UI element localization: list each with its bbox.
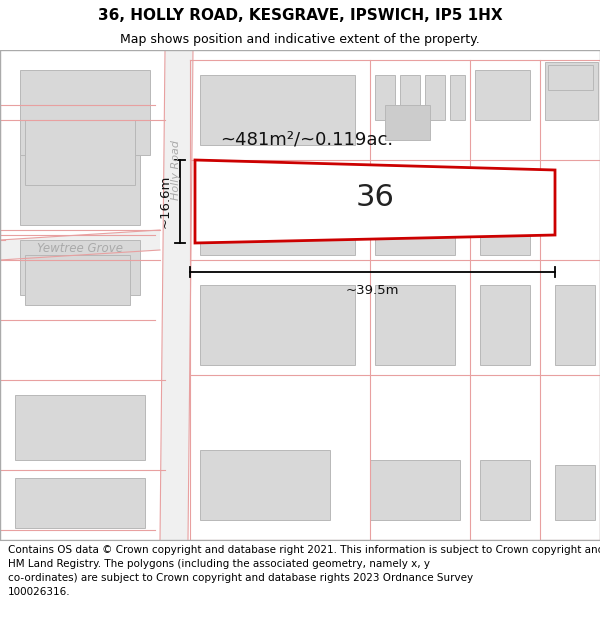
Bar — [200, 210, 355, 255]
Text: ~39.5m: ~39.5m — [346, 284, 399, 297]
Bar — [20, 240, 140, 295]
Bar — [25, 255, 130, 305]
Bar — [475, 70, 530, 120]
Text: 36: 36 — [356, 183, 394, 212]
Bar — [15, 395, 145, 460]
Bar — [370, 460, 460, 520]
Polygon shape — [545, 62, 598, 120]
Polygon shape — [195, 160, 555, 243]
Bar — [425, 75, 445, 120]
Bar — [480, 195, 530, 255]
Text: ~16.6m: ~16.6m — [159, 175, 172, 228]
Bar — [548, 65, 593, 90]
Text: Holly Road: Holly Road — [171, 140, 181, 200]
Text: Contains OS data © Crown copyright and database right 2021. This information is : Contains OS data © Crown copyright and d… — [8, 545, 600, 597]
Bar — [20, 70, 150, 155]
Bar — [555, 285, 595, 365]
Bar — [375, 195, 455, 255]
Bar — [480, 460, 530, 520]
Bar — [400, 75, 420, 120]
Polygon shape — [0, 230, 160, 260]
Text: ~481m²/~0.119ac.: ~481m²/~0.119ac. — [220, 131, 393, 149]
Bar — [375, 285, 455, 365]
Text: 36, HOLLY ROAD, KESGRAVE, IPSWICH, IP5 1HX: 36, HOLLY ROAD, KESGRAVE, IPSWICH, IP5 1… — [98, 8, 502, 22]
Bar — [480, 285, 530, 365]
Text: Yewtree Grove: Yewtree Grove — [37, 241, 123, 254]
Bar — [200, 75, 355, 145]
Bar — [385, 105, 430, 140]
Bar — [15, 478, 145, 528]
Bar — [555, 465, 595, 520]
Bar — [200, 285, 355, 365]
Bar — [375, 75, 395, 120]
Polygon shape — [160, 50, 193, 540]
Text: Map shows position and indicative extent of the property.: Map shows position and indicative extent… — [120, 32, 480, 46]
Bar — [25, 120, 135, 185]
Bar — [200, 450, 330, 520]
Bar — [450, 75, 465, 120]
Bar — [20, 155, 140, 225]
